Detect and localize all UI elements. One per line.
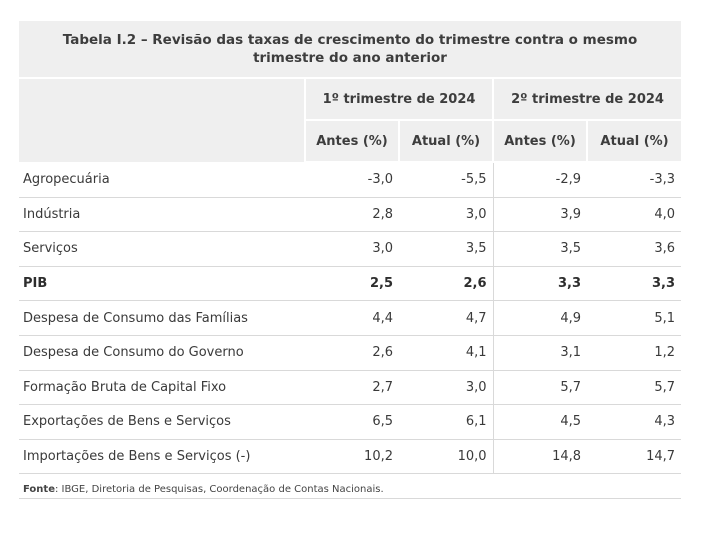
- cell-value: 2,6: [399, 266, 494, 302]
- row-label: PIB: [19, 266, 305, 302]
- row-label: Despesa de Consumo do Governo: [19, 335, 305, 371]
- table-row: Despesa de Consumo do Governo 2,6 4,1 3,…: [19, 335, 682, 371]
- row-label: Exportações de Bens e Serviços: [19, 404, 305, 440]
- cell-value: 10,0: [399, 439, 494, 475]
- table-source-note: Fonte: IBGE, Diretoria de Pesquisas, Coo…: [19, 474, 681, 500]
- cell-value: 4,7: [399, 300, 494, 336]
- table-container: Tabela I.2 – Revisão das taxas de cresci…: [19, 21, 682, 500]
- table-row: Formação Bruta de Capital Fixo 2,7 3,0 5…: [19, 370, 682, 406]
- cell-value: 5,7: [493, 370, 588, 406]
- cell-value: 4,5: [493, 404, 588, 440]
- header-group-q2: 2º trimestre de 2024: [493, 79, 682, 121]
- source-text: : IBGE, Diretoria de Pesquisas, Coordena…: [54, 484, 384, 496]
- cell-value: 14,8: [493, 439, 588, 475]
- header-q1-antes: Antes (%): [305, 120, 400, 163]
- row-label: Agropecuária: [19, 162, 305, 198]
- cell-value: 4,3: [587, 404, 682, 440]
- table-row-total: PIB 2,5 2,6 3,3 3,3: [19, 266, 682, 302]
- cell-value: 2,8: [305, 197, 399, 233]
- table-row: Importações de Bens e Serviços (-) 10,2 …: [19, 439, 682, 475]
- row-label: Formação Bruta de Capital Fixo: [19, 370, 305, 406]
- row-label: Indústria: [19, 197, 305, 233]
- table-row: Serviços 3,0 3,5 3,5 3,6: [19, 231, 682, 267]
- data-table: 1º trimestre de 2024 2º trimestre de 202…: [19, 79, 682, 475]
- cell-value: 3,6: [587, 231, 682, 267]
- table-row: Exportações de Bens e Serviços 6,5 6,1 4…: [19, 404, 682, 440]
- header-group-q1: 1º trimestre de 2024: [305, 79, 495, 121]
- cell-value: 3,3: [587, 266, 682, 302]
- cell-value: 3,0: [399, 197, 494, 233]
- row-label: Despesa de Consumo das Famílias: [19, 300, 305, 336]
- cell-value: 3,0: [399, 370, 494, 406]
- cell-value: 5,7: [587, 370, 682, 406]
- cell-value: 3,5: [493, 231, 588, 267]
- cell-value: 2,6: [305, 335, 399, 371]
- cell-value: 3,3: [493, 266, 588, 302]
- header-q2-antes: Antes (%): [493, 120, 589, 163]
- table-row: Agropecuária -3,0 -5,5 -2,9 -3,3: [19, 162, 682, 198]
- cell-value: 4,0: [587, 197, 682, 233]
- cell-value: -3,0: [305, 162, 399, 198]
- cell-value: 10,2: [305, 439, 399, 475]
- table-row: Indústria 2,8 3,0 3,9 4,0: [19, 197, 682, 233]
- header-q2-atual: Atual (%): [587, 120, 682, 163]
- cell-value: 4,1: [399, 335, 494, 371]
- table-title: Tabela I.2 – Revisão das taxas de cresci…: [19, 21, 681, 79]
- cell-value: 6,5: [305, 404, 399, 440]
- cell-value: 4,4: [305, 300, 399, 336]
- source-label: Fonte: [23, 484, 55, 496]
- cell-value: 3,0: [305, 231, 399, 267]
- cell-value: 3,5: [399, 231, 494, 267]
- header-blank-cell: [19, 79, 306, 162]
- cell-value: 1,2: [587, 335, 682, 371]
- cell-value: 5,1: [587, 300, 682, 336]
- cell-value: -3,3: [587, 162, 682, 198]
- cell-value: -5,5: [399, 162, 494, 198]
- row-label: Serviços: [19, 231, 305, 267]
- table-row: Despesa de Consumo das Famílias 4,4 4,7 …: [19, 300, 682, 336]
- cell-value: 4,9: [493, 300, 588, 336]
- cell-value: 6,1: [399, 404, 494, 440]
- cell-value: 3,1: [493, 335, 588, 371]
- cell-value: 2,7: [305, 370, 399, 406]
- cell-value: 3,9: [493, 197, 588, 233]
- cell-value: 14,7: [587, 439, 682, 475]
- cell-value: -2,9: [493, 162, 588, 198]
- header-q1-atual: Atual (%): [399, 120, 495, 163]
- cell-value: 2,5: [305, 266, 399, 302]
- row-label: Importações de Bens e Serviços (-): [19, 439, 305, 475]
